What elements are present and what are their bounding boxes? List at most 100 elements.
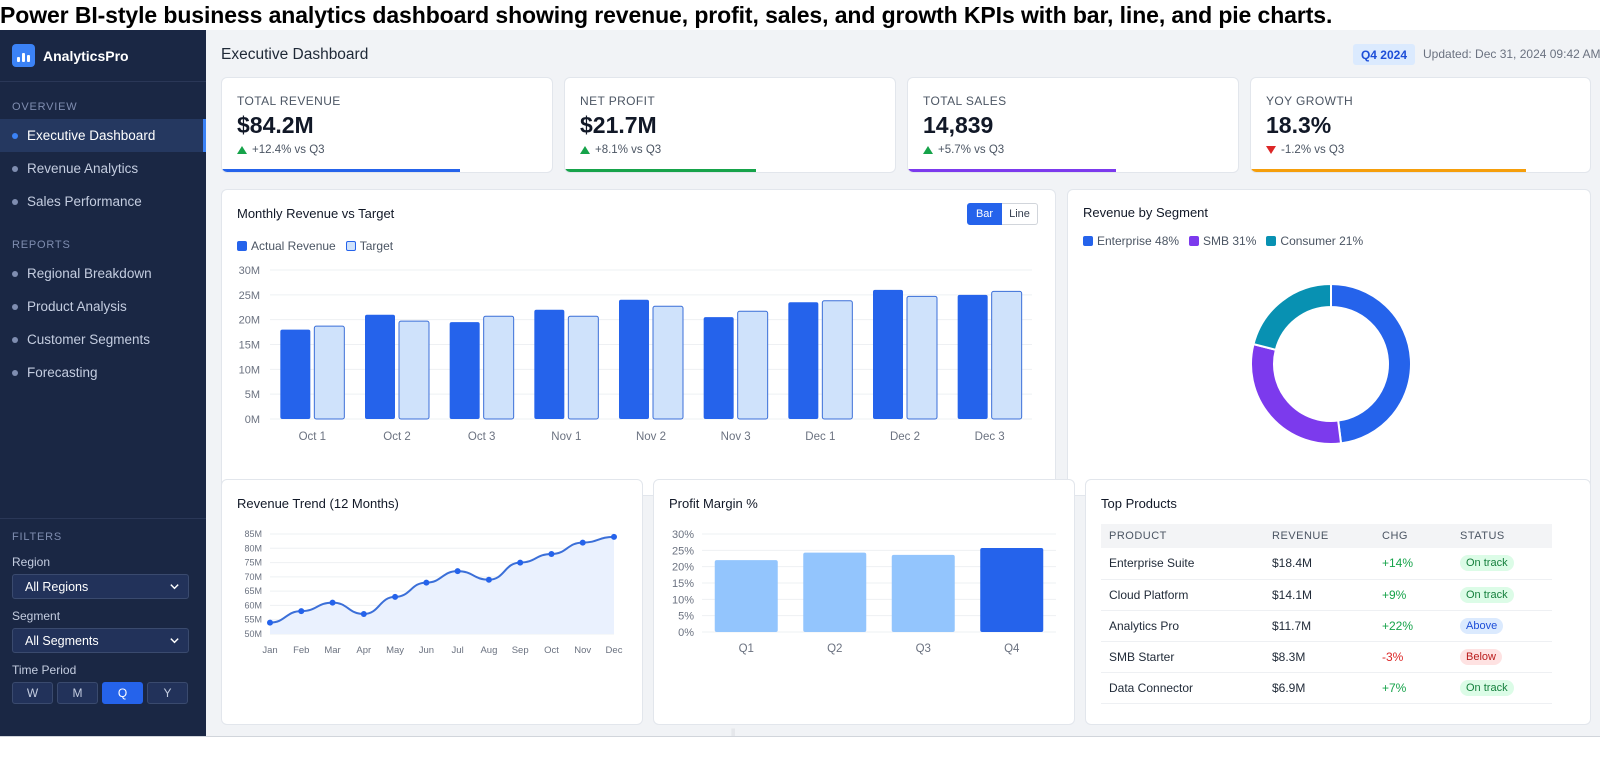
sidebar: AnalyticsPro OVERVIEW Executive Dashboar… xyxy=(0,30,206,736)
cell-revenue: $14.1M xyxy=(1264,579,1374,611)
sidebar-item-forecasting[interactable]: Forecasting xyxy=(0,356,206,389)
toggle-line-button[interactable]: Line xyxy=(1002,203,1038,225)
cell-product: SMB Starter xyxy=(1101,641,1264,673)
trend-point xyxy=(423,579,430,586)
region-label: Region xyxy=(12,555,51,569)
trend-up-icon xyxy=(580,146,590,154)
table-row[interactable]: Cloud Platform $14.1M +9% On track xyxy=(1101,579,1552,611)
toggle-bar-button[interactable]: Bar xyxy=(967,203,1002,225)
x-tick-label: Dec 3 xyxy=(975,431,1005,443)
bar-actual xyxy=(619,299,649,419)
sidebar-item-regional-breakdown[interactable]: Regional Breakdown xyxy=(0,257,206,290)
donut-slice-enterprise xyxy=(1330,282,1412,445)
table-row[interactable]: Enterprise Suite $18.4M +14% On track xyxy=(1101,548,1552,580)
y-tick-label: 5% xyxy=(678,611,694,623)
region-value: All Regions xyxy=(25,579,89,594)
chevron-down-icon xyxy=(170,584,179,590)
y-tick-label: 20M xyxy=(239,315,260,327)
cell-chg: +9% xyxy=(1374,579,1452,611)
kpi-card-total-revenue[interactable]: TOTAL REVENUE $84.2M +12.4% vs Q3 xyxy=(221,77,553,173)
segment-select[interactable]: All Segments xyxy=(12,628,189,653)
revenue-segment-card: Revenue by Segment Enterprise 48% SMB 31… xyxy=(1067,189,1591,496)
region-select[interactable]: All Regions xyxy=(12,574,189,599)
cell-revenue: $18.4M xyxy=(1264,548,1374,580)
brand[interactable]: AnalyticsPro xyxy=(0,30,206,82)
period-badge[interactable]: Q4 2024 xyxy=(1353,44,1415,65)
kpi-value: $21.7M xyxy=(580,112,657,138)
profit-margin-chart: 0% 5% 10% 15% 20% 25% 30% Q1 Q2 Q3 Q4 xyxy=(672,529,1056,655)
trend-point xyxy=(517,559,524,566)
kpi-card-net-profit[interactable]: NET PROFIT $21.7M +8.1% vs Q3 xyxy=(564,77,896,173)
kpi-progress-bar xyxy=(1251,169,1526,172)
kpi-label: NET PROFIT xyxy=(580,94,656,108)
sidebar-item-executive-dashboard[interactable]: Executive Dashboard xyxy=(0,119,206,152)
trend-down-icon xyxy=(1266,146,1276,154)
time-option-y[interactable]: Y xyxy=(147,682,188,704)
col-status[interactable]: STATUS xyxy=(1452,524,1552,548)
donut-slice-smb xyxy=(1250,342,1343,445)
bar-target xyxy=(906,295,938,420)
time-option-w[interactable]: W xyxy=(12,682,53,704)
x-tick-label: Oct 2 xyxy=(383,431,410,443)
bottom-strip xyxy=(0,736,1600,767)
monthly-legend: Actual Revenue Target xyxy=(237,239,393,253)
table-row[interactable]: Data Connector $6.9M +7% On track xyxy=(1101,672,1552,704)
bar-actual xyxy=(280,329,311,419)
brand-name: AnalyticsPro xyxy=(43,47,129,64)
legend-target: Target xyxy=(345,239,393,253)
x-tick-label: Oct xyxy=(544,645,559,656)
nav-dot-icon xyxy=(12,369,18,376)
trend-point xyxy=(329,599,336,606)
nav-dot-icon xyxy=(12,270,18,277)
chart-type-toggle: Bar Line xyxy=(967,203,1038,225)
col-chg[interactable]: CHG xyxy=(1374,524,1452,548)
products-title: Top Products xyxy=(1101,496,1177,511)
table-row[interactable]: SMB Starter $8.3M -3% Below xyxy=(1101,641,1552,673)
nav-dot-icon xyxy=(12,303,18,310)
y-tick-label: 65M xyxy=(244,586,262,596)
bar-actual xyxy=(957,294,988,419)
col-revenue[interactable]: REVENUE xyxy=(1264,524,1374,548)
profit-margin-card: Profit Margin % 0% 5% 10% 15% 20% 25% 30% Q1 Q2 Q… xyxy=(653,479,1075,725)
y-tick-label: 75M xyxy=(244,558,262,568)
trend-point xyxy=(267,619,273,626)
kpi-card-yoy-growth[interactable]: YOY GROWTH 18.3% -1.2% vs Q3 xyxy=(1250,77,1591,173)
kpi-progress-bar xyxy=(222,169,460,172)
x-tick-label: Jul xyxy=(452,645,464,656)
trend-point xyxy=(392,593,399,600)
monthly-revenue-card: Monthly Revenue vs Target Bar Line Actua… xyxy=(221,189,1056,496)
time-option-m[interactable]: M xyxy=(57,682,98,704)
page-caption: Power BI-style business analytics dashbo… xyxy=(0,2,1333,28)
col-product[interactable]: PRODUCT xyxy=(1101,524,1264,548)
sidebar-item-sales-performance[interactable]: Sales Performance xyxy=(0,185,206,218)
nav-dot-icon xyxy=(12,132,18,139)
sidebar-item-revenue-analytics[interactable]: Revenue Analytics xyxy=(0,152,206,185)
margin-bar xyxy=(714,560,778,632)
sidebar-item-product-analysis[interactable]: Product Analysis xyxy=(0,290,206,323)
trend-point xyxy=(360,611,367,617)
kpi-card-total-sales[interactable]: TOTAL SALES 14,839 +5.7% vs Q3 xyxy=(907,77,1239,173)
bar-chart-icon xyxy=(12,44,35,67)
x-tick-label: Dec 1 xyxy=(805,431,835,443)
revenue-trend-card: Revenue Trend (12 Months) 50M 55M 60M 65M 70… xyxy=(221,479,643,725)
sidebar-item-label: Sales Performance xyxy=(27,194,142,209)
sidebar-item-label: Revenue Analytics xyxy=(27,161,139,176)
trend-line xyxy=(269,535,615,624)
time-option-q[interactable]: Q xyxy=(102,682,143,704)
trend-up-icon xyxy=(237,146,247,154)
nav-reports-list: Regional Breakdown Product Analysis Custom… xyxy=(0,257,206,389)
cell-status: Below xyxy=(1452,641,1552,673)
sidebar-item-customer-segments[interactable]: Customer Segments xyxy=(0,323,206,356)
table-row[interactable]: Analytics Pro $11.7M +22% Above xyxy=(1101,610,1552,642)
bar-actual xyxy=(365,314,395,419)
trend-point xyxy=(454,568,461,575)
segment-title: Revenue by Segment xyxy=(1083,205,1209,220)
kpi-delta: +5.7% vs Q3 xyxy=(923,144,1004,156)
sidebar-item-label: Forecasting xyxy=(27,365,98,380)
filters-heading: FILTERS xyxy=(12,531,63,543)
y-tick-label: 30% xyxy=(672,529,694,541)
legend-smb: SMB 31% xyxy=(1189,234,1256,248)
kpi-delta: -1.2% vs Q3 xyxy=(1266,144,1344,156)
segment-donut-chart xyxy=(1250,282,1412,445)
margin-title: Profit Margin % xyxy=(669,496,758,511)
